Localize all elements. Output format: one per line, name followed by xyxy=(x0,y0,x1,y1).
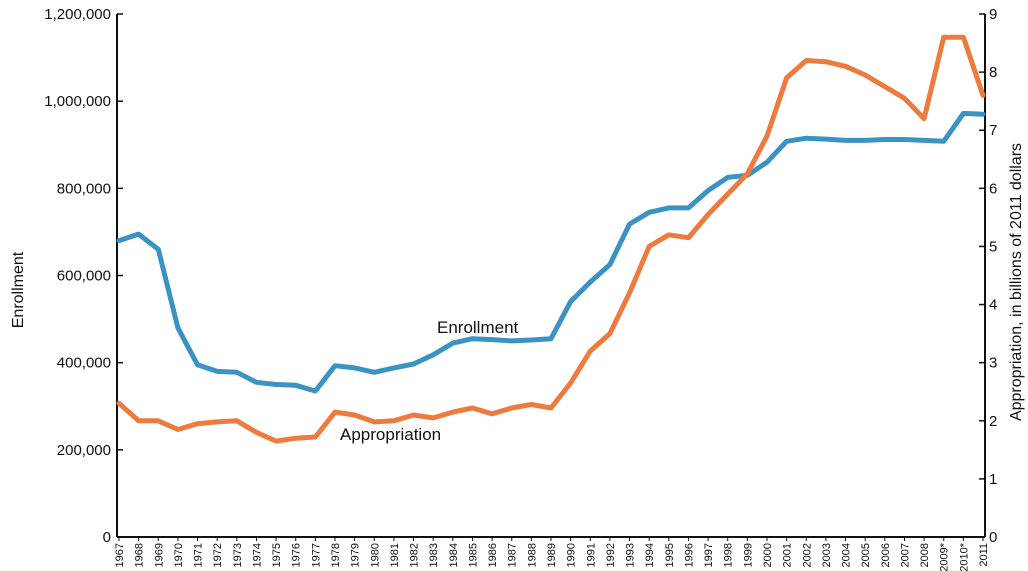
x-tick-label: 2006 xyxy=(880,543,892,567)
right-axis-title: Appropriation, in billions of 2011 dolla… xyxy=(1008,143,1025,421)
right-tick-label: 5 xyxy=(989,238,997,255)
left-tick-label: 1,200,000 xyxy=(44,6,111,23)
right-tick-label: 0 xyxy=(989,529,997,546)
x-tick-label: 1991 xyxy=(585,543,597,567)
x-tick-label: 2004 xyxy=(841,543,853,567)
enrollment-line xyxy=(116,110,986,394)
x-tick-label: 2005 xyxy=(860,543,872,567)
x-tick-label: 1979 xyxy=(350,543,362,567)
x-tick-label: 1975 xyxy=(271,543,283,567)
x-tick-label: 1987 xyxy=(507,543,519,567)
x-tick-label: 1984 xyxy=(448,543,460,567)
x-tick-label: 1999 xyxy=(742,543,754,567)
x-tick-label: 1998 xyxy=(723,543,735,567)
x-tick-label: 2011 xyxy=(978,543,990,567)
series-lines xyxy=(116,34,986,444)
x-tick-label: 2007 xyxy=(899,543,911,567)
right-tick-label: 3 xyxy=(989,355,997,372)
right-tick-label: 6 xyxy=(989,180,997,197)
right-tick-label: 8 xyxy=(989,64,997,81)
x-axis-ticks: 1967 1968 1969 1970 1971 1972 1973 1974 1975 1976… xyxy=(114,537,990,571)
right-tick-label: 9 xyxy=(989,6,997,23)
x-tick-label: 1974 xyxy=(251,543,263,567)
left-tick-label: 400,000 xyxy=(57,355,111,372)
x-tick-label: 1992 xyxy=(605,543,617,567)
x-tick-label: 1994 xyxy=(644,543,656,567)
right-tick-label: 7 xyxy=(989,122,997,139)
x-tick-label: 2001 xyxy=(782,543,794,567)
x-tick-label: 1981 xyxy=(389,543,401,567)
x-tick-label: 1971 xyxy=(193,543,205,567)
x-tick-label: 1970 xyxy=(173,543,185,567)
x-tick-label: 1989 xyxy=(546,543,558,567)
x-tick-label: 1983 xyxy=(428,543,440,567)
x-tick-label: 1968 xyxy=(134,543,146,567)
x-tick-label: 1990 xyxy=(566,543,578,567)
x-tick-label: 1997 xyxy=(703,543,715,567)
appropriation-series-label: Appropriation xyxy=(340,425,441,444)
right-tick-label: 1 xyxy=(989,471,997,488)
x-tick-label: 2002 xyxy=(801,543,813,567)
right-y-ticks: 0 1 2 3 4 5 6 7 8 9 xyxy=(979,6,997,546)
x-tick-label: 1967 xyxy=(114,543,126,567)
x-tick-label: 1996 xyxy=(683,543,695,567)
left-tick-label: 0 xyxy=(103,529,111,546)
x-tick-label: 2008 xyxy=(919,543,931,567)
enrollment-series-label: Enrollment xyxy=(437,318,519,337)
x-tick-label: 1995 xyxy=(664,543,676,567)
x-tick-label: 1986 xyxy=(487,543,499,567)
x-tick-label: 1982 xyxy=(409,543,421,567)
x-tick-label: 2010* xyxy=(958,542,970,571)
x-tick-label: 1972 xyxy=(212,543,224,567)
x-tick-label: 2003 xyxy=(821,543,833,567)
left-axis-title: Enrollment xyxy=(10,251,27,328)
x-tick-label: 1980 xyxy=(369,543,381,567)
left-tick-label: 600,000 xyxy=(57,268,111,285)
x-tick-label: 2000 xyxy=(762,543,774,567)
right-tick-label: 2 xyxy=(989,413,997,430)
left-tick-label: 1,000,000 xyxy=(44,93,111,110)
left-tick-label: 200,000 xyxy=(57,442,111,459)
right-tick-label: 4 xyxy=(989,297,997,314)
x-tick-label: 1993 xyxy=(625,543,637,567)
x-tick-label: 1969 xyxy=(153,543,165,567)
left-y-ticks: 0 200,000 400,000 600,000 800,000 1,000,000 1,… xyxy=(44,6,123,546)
x-tick-label: 1978 xyxy=(330,543,342,567)
x-tick-label: 2009* xyxy=(939,542,951,571)
left-tick-label: 800,000 xyxy=(57,180,111,197)
x-tick-label: 1985 xyxy=(467,543,479,567)
x-tick-label: 1988 xyxy=(526,543,538,567)
x-tick-label: 1973 xyxy=(232,543,244,567)
x-tick-label: 1977 xyxy=(310,543,322,567)
x-tick-label: 1976 xyxy=(291,543,303,567)
